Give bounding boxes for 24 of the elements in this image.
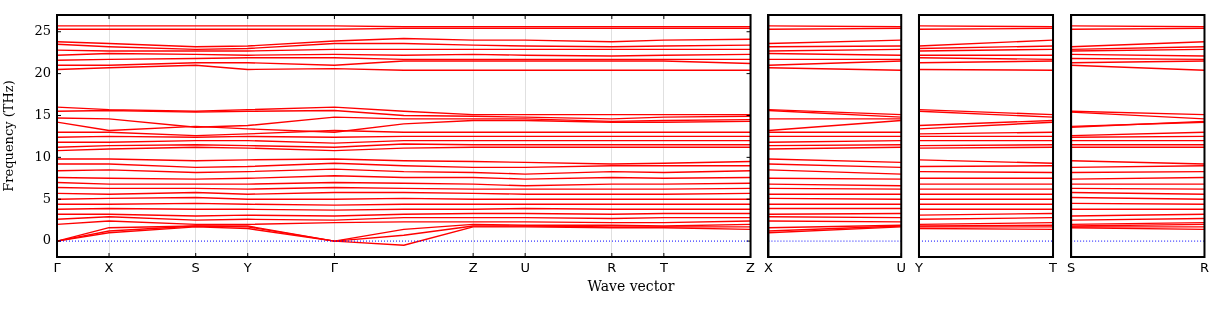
x-tick-label: Y [913, 260, 923, 276]
x-tick-label: R [1199, 260, 1210, 276]
x-tick-label: S [1066, 260, 1076, 276]
y-tick-label: 15 [34, 106, 51, 122]
y-tick-label: 25 [34, 23, 51, 39]
y-axis-title: Frequency (THz) [1, 80, 17, 192]
x-tick-label: R [607, 260, 617, 276]
x-axis-title: Wave vector [586, 278, 676, 294]
x-tick-label: X [764, 260, 773, 276]
x-tick-label: Γ [330, 260, 339, 276]
x-tick-label: Z [468, 260, 478, 276]
x-tick-label: Y [242, 260, 252, 276]
y-tick-label: 10 [34, 148, 51, 164]
y-tick-label: 5 [42, 190, 51, 206]
x-tick-label: Γ [53, 260, 62, 276]
x-tick-label: Z [746, 260, 756, 276]
x-tick-label: T [658, 260, 668, 276]
y-tick-label: 0 [42, 232, 51, 248]
x-tick-label: X [104, 260, 114, 276]
y-tick-label: 20 [34, 64, 51, 80]
x-tick-label: S [191, 260, 200, 276]
x-tick-label: U [896, 260, 906, 276]
x-tick-label: U [520, 260, 530, 276]
x-tick-label: T [1048, 260, 1058, 276]
